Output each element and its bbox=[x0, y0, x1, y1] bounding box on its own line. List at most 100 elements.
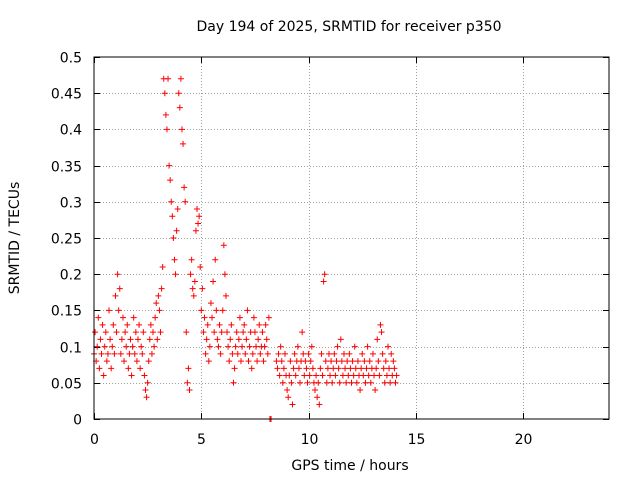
data-point bbox=[281, 350, 288, 357]
data-point bbox=[287, 358, 294, 365]
data-point bbox=[262, 321, 269, 328]
data-point bbox=[244, 307, 251, 314]
data-point bbox=[324, 365, 331, 372]
data-point bbox=[325, 350, 332, 357]
data-point bbox=[185, 365, 192, 372]
data-point bbox=[351, 343, 358, 350]
data-point bbox=[367, 379, 374, 386]
data-point bbox=[371, 372, 378, 379]
data-point bbox=[176, 104, 183, 111]
data-point bbox=[116, 285, 123, 292]
data-point bbox=[340, 350, 347, 357]
data-point bbox=[130, 314, 137, 321]
data-point bbox=[327, 372, 334, 379]
data-point bbox=[274, 365, 281, 372]
data-point bbox=[221, 271, 228, 278]
data-point bbox=[178, 126, 185, 133]
y-axis-label: SRMTID / TECUs bbox=[7, 182, 23, 295]
data-point bbox=[230, 379, 237, 386]
data-point bbox=[306, 372, 313, 379]
data-point bbox=[382, 358, 389, 365]
data-point bbox=[304, 379, 311, 386]
data-point bbox=[265, 314, 272, 321]
data-point bbox=[127, 336, 134, 343]
data-point bbox=[392, 379, 399, 386]
data-point bbox=[314, 394, 321, 401]
data-point bbox=[196, 213, 203, 220]
data-point bbox=[128, 372, 135, 379]
data-point bbox=[173, 227, 180, 234]
data-point bbox=[338, 358, 345, 365]
data-point bbox=[339, 372, 346, 379]
data-point bbox=[210, 278, 217, 285]
data-point bbox=[199, 285, 206, 292]
data-point bbox=[294, 343, 301, 350]
data-point bbox=[357, 387, 364, 394]
data-point bbox=[103, 358, 110, 365]
data-point bbox=[237, 358, 244, 365]
data-point bbox=[393, 372, 400, 379]
data-point bbox=[163, 126, 170, 133]
data-point bbox=[124, 321, 131, 328]
data-point bbox=[197, 263, 204, 270]
data-point bbox=[121, 358, 128, 365]
data-point bbox=[332, 372, 339, 379]
data-point bbox=[157, 329, 164, 336]
data-point bbox=[375, 358, 382, 365]
data-point bbox=[110, 321, 117, 328]
data-point bbox=[97, 336, 104, 343]
data-point bbox=[377, 321, 384, 328]
data-point bbox=[363, 365, 370, 372]
data-point bbox=[150, 329, 157, 336]
data-point bbox=[297, 379, 303, 386]
data-point bbox=[158, 285, 165, 292]
data-point bbox=[122, 329, 129, 336]
data-point bbox=[126, 350, 133, 357]
data-point bbox=[190, 292, 197, 299]
data-point bbox=[144, 379, 151, 386]
y-tick-label: 0.4 bbox=[60, 123, 82, 139]
y-tick-label: 0.35 bbox=[51, 160, 82, 176]
data-point bbox=[131, 350, 138, 357]
data-point bbox=[228, 321, 235, 328]
data-point bbox=[166, 162, 173, 169]
data-point bbox=[251, 329, 258, 336]
data-point bbox=[243, 336, 250, 343]
data-point bbox=[220, 242, 227, 249]
data-point bbox=[117, 350, 124, 357]
x-axis-label: GPS time / hours bbox=[291, 458, 408, 474]
data-point bbox=[155, 292, 162, 299]
data-point bbox=[106, 307, 113, 314]
data-point bbox=[100, 372, 107, 379]
data-point bbox=[277, 343, 284, 350]
data-point bbox=[186, 387, 193, 394]
data-point bbox=[119, 314, 126, 321]
data-point bbox=[109, 343, 116, 350]
data-point bbox=[134, 336, 141, 343]
data-point bbox=[313, 372, 320, 379]
data-point bbox=[140, 329, 147, 336]
data-point bbox=[182, 198, 189, 205]
data-point bbox=[169, 213, 176, 220]
data-point bbox=[321, 271, 328, 278]
data-point bbox=[299, 329, 306, 336]
data-point bbox=[136, 321, 143, 328]
data-point bbox=[123, 343, 130, 350]
data-point bbox=[162, 111, 169, 118]
data-point bbox=[98, 350, 105, 357]
data-point bbox=[159, 263, 166, 270]
y-tick-label: 0 bbox=[73, 413, 82, 429]
data-point bbox=[273, 358, 280, 365]
data-point bbox=[111, 350, 118, 357]
data-point bbox=[261, 343, 268, 350]
x-tick-label: 0 bbox=[90, 432, 99, 448]
data-point bbox=[107, 336, 114, 343]
data-point bbox=[233, 329, 240, 336]
data-point bbox=[125, 365, 132, 372]
data-point bbox=[146, 336, 153, 343]
data-point bbox=[204, 321, 211, 328]
data-point bbox=[115, 307, 122, 314]
data-point bbox=[177, 75, 184, 82]
data-point bbox=[113, 329, 120, 336]
y-tick-label: 0.2 bbox=[60, 268, 82, 284]
